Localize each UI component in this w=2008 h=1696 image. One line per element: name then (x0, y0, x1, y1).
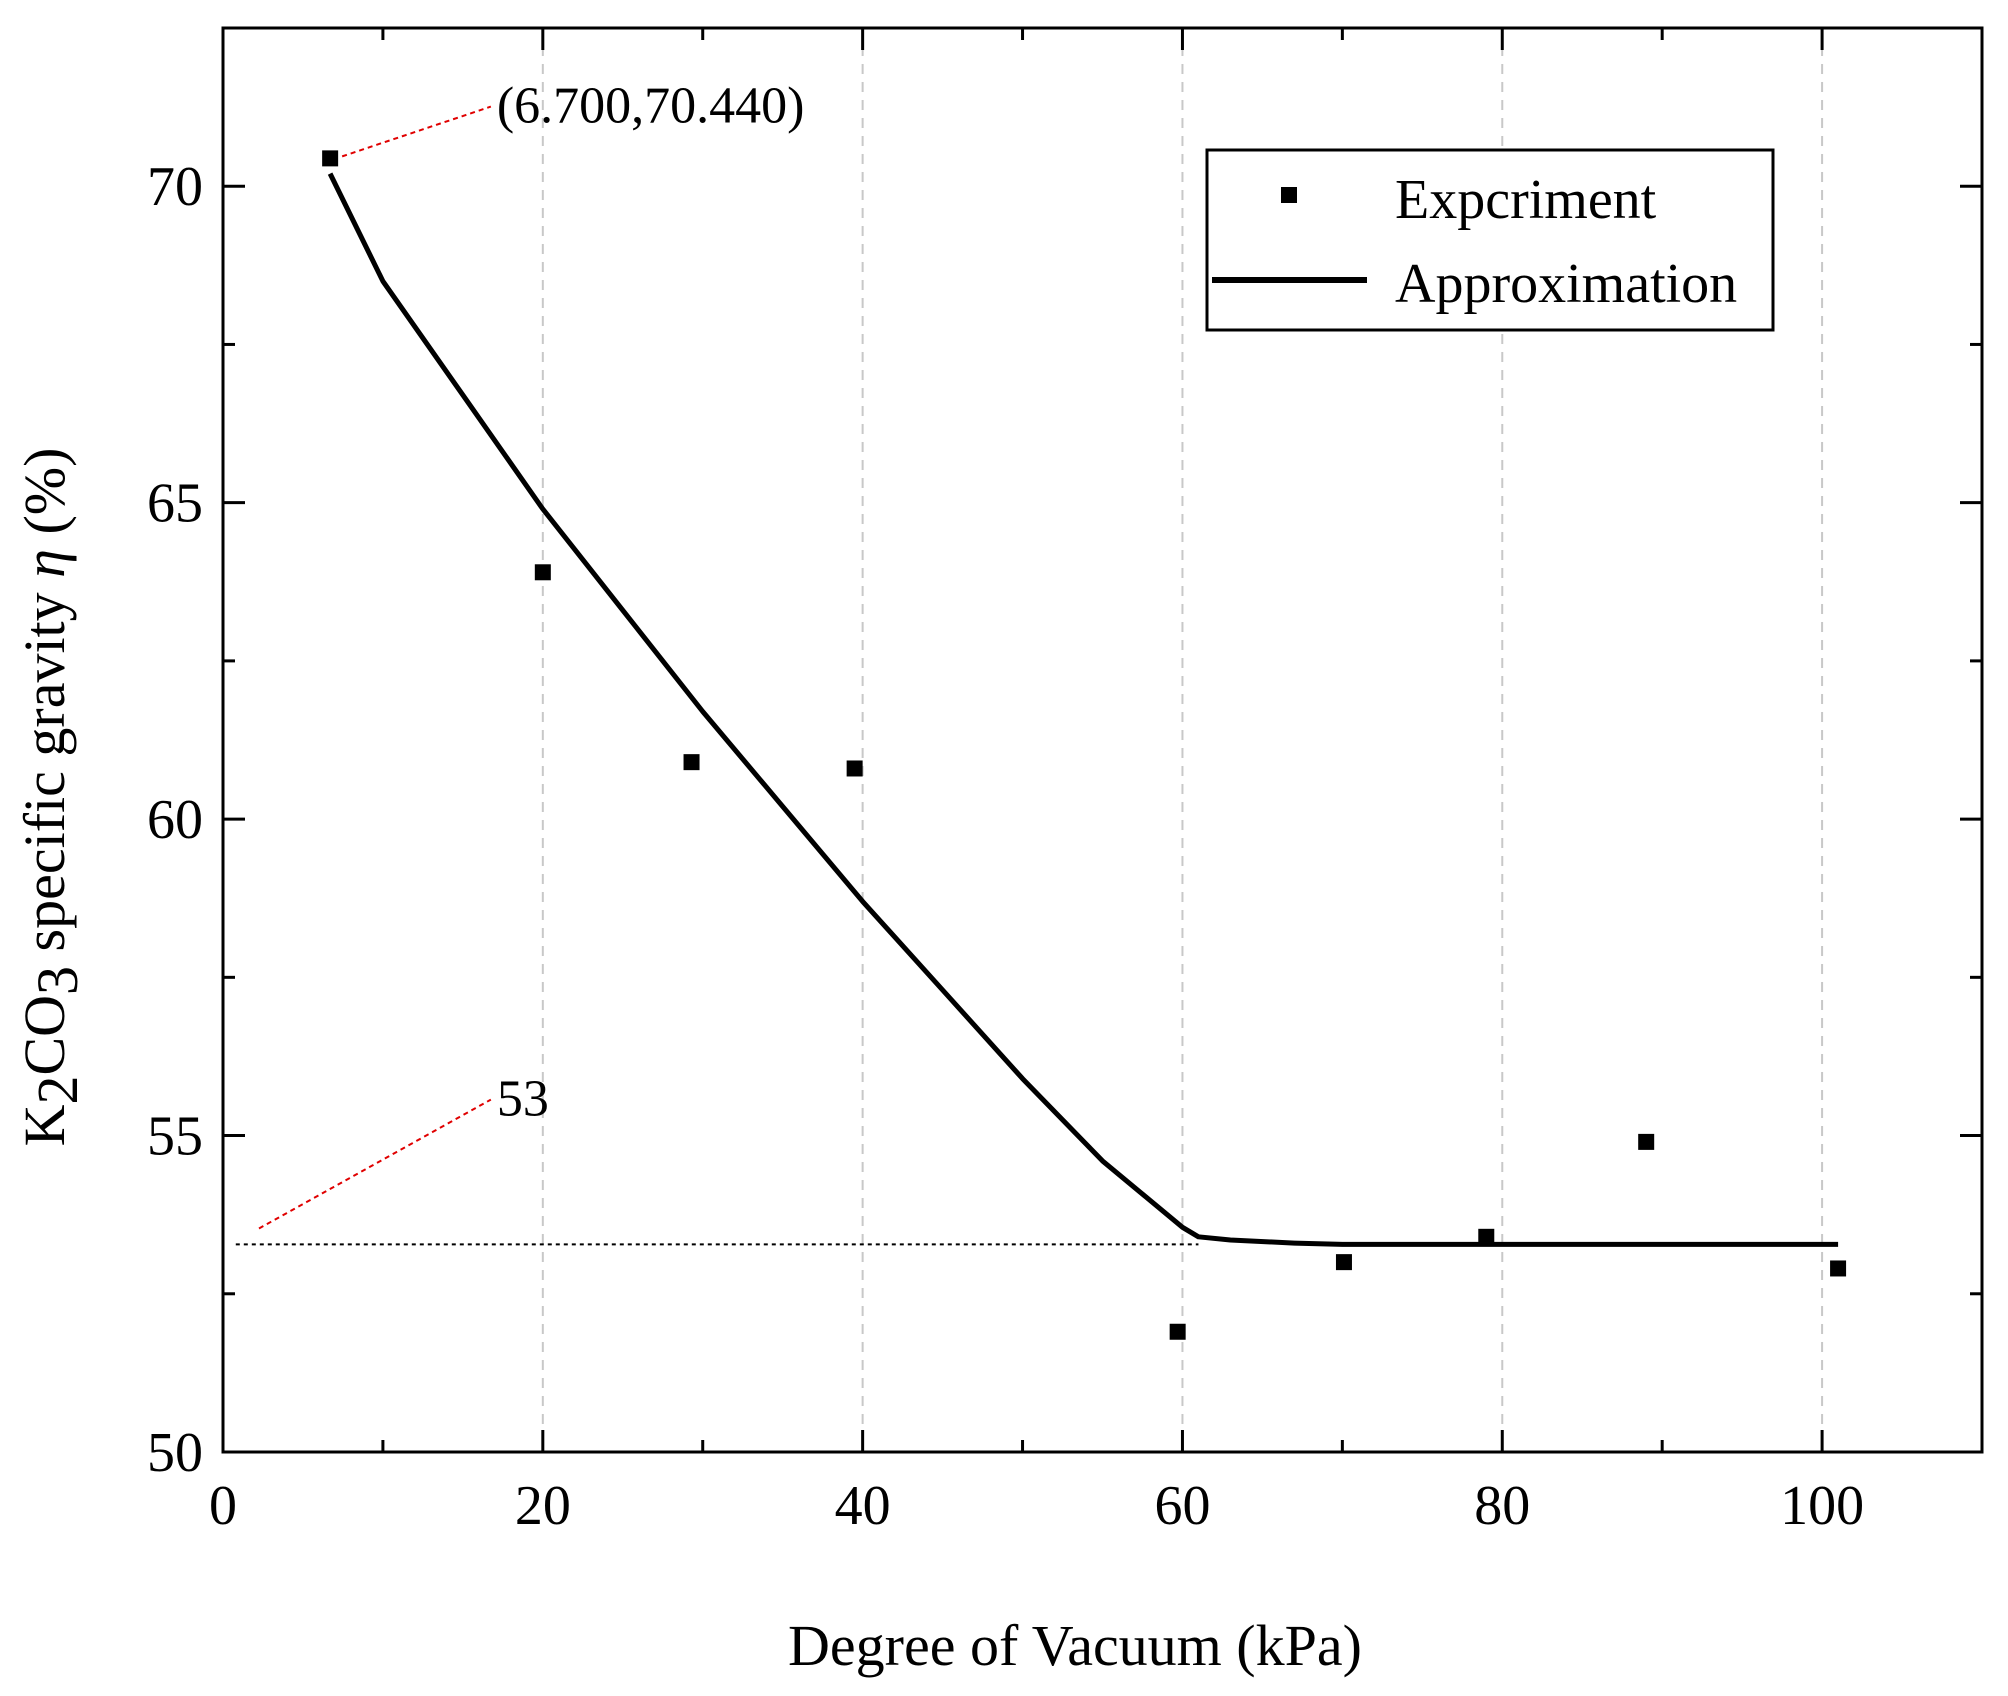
experiment-point (1830, 1260, 1847, 1277)
experiment-point (1169, 1323, 1186, 1340)
y-axis-title-part: 2 (25, 1076, 90, 1105)
legend-experiment-label: Expcriment (1395, 169, 1657, 231)
y-axis-title: K2CO3 specific gravity η (%) (12, 448, 90, 1147)
x-tick-label: 40 (835, 1475, 891, 1537)
y-axis-title-part: CO (12, 995, 77, 1076)
legend-experiment-marker (1281, 187, 1297, 203)
x-axis-title: Degree of Vacuum (kPa) (788, 1613, 1362, 1678)
y-tick-label: 65 (147, 473, 203, 535)
approximation-series (327, 172, 1839, 1247)
experiment-point (1638, 1133, 1655, 1150)
y-axis-title-part: (%) (12, 448, 77, 549)
annotation-leader (341, 105, 492, 158)
experiment-point (1335, 1254, 1352, 1271)
x-tick-label: 100 (1780, 1475, 1864, 1537)
experiment-series (322, 150, 1847, 1340)
x-axis-ticks: 0 20 40 60 80 100 (209, 28, 1864, 1537)
experiment-point (322, 150, 339, 167)
x-tick-label: 80 (1474, 1475, 1530, 1537)
experiment-point (1478, 1228, 1495, 1245)
y-axis-title-part: specific gravity (12, 578, 77, 966)
y-tick-label: 50 (147, 1422, 203, 1484)
y-tick-label: 55 (147, 1106, 203, 1168)
y-axis-title-part: 3 (25, 966, 90, 995)
legend-box (1205, 148, 1775, 332)
experiment-point (846, 760, 863, 777)
x-tick-label: 60 (1154, 1475, 1210, 1537)
legend-approximation-label: Approximation (1395, 253, 1737, 315)
x-tick-label: 0 (209, 1475, 237, 1537)
annotations: (6.700,70.440) 53 (258, 78, 805, 1230)
y-axis-ticks: 50 55 60 65 70 (147, 156, 1982, 1484)
annotation-label: 53 (497, 1071, 549, 1128)
y-tick-label: 60 (147, 789, 203, 851)
approximation-line (327, 172, 1839, 1247)
legend: Expcriment Approximation (1205, 148, 1775, 332)
annotation-label: (6.700,70.440) (497, 78, 805, 135)
x-tick-label: 20 (515, 1475, 571, 1537)
y-tick-label: 70 (147, 156, 203, 218)
y-axis-title-part: η (12, 549, 77, 578)
plot-frame (221, 26, 1984, 1454)
experiment-point (683, 754, 700, 771)
experiment-point (534, 564, 551, 581)
y-axis-title-part: K (12, 1104, 77, 1146)
